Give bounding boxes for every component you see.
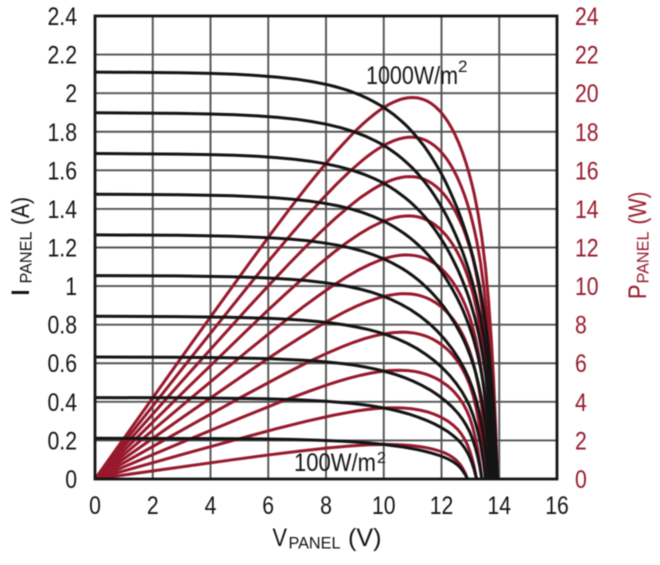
svg-text:PANEL: PANEL [289, 534, 341, 553]
svg-text:10: 10 [575, 273, 599, 301]
svg-text:1.8: 1.8 [48, 119, 78, 147]
svg-text:0: 0 [89, 492, 101, 520]
svg-text:PANEL: PANEL [16, 232, 35, 284]
svg-text:0: 0 [65, 466, 77, 494]
svg-text:1.6: 1.6 [48, 157, 78, 185]
svg-text:0: 0 [575, 466, 587, 494]
svg-text:0.2: 0.2 [48, 427, 78, 455]
svg-text:V: V [273, 524, 288, 552]
svg-text:14: 14 [487, 492, 511, 520]
svg-text:2.4: 2.4 [48, 3, 78, 31]
svg-text:24: 24 [575, 3, 599, 31]
svg-text:14: 14 [575, 196, 599, 224]
svg-text:1: 1 [65, 273, 77, 301]
svg-text:12: 12 [430, 492, 454, 520]
svg-text:20: 20 [575, 80, 599, 108]
svg-text:8: 8 [320, 492, 332, 520]
svg-text:I: I [7, 288, 35, 297]
svg-text:2.2: 2.2 [48, 42, 78, 70]
svg-text:6: 6 [262, 492, 274, 520]
svg-text:6: 6 [575, 350, 587, 378]
svg-text:2: 2 [65, 80, 77, 108]
svg-text:100W/m: 100W/m [294, 449, 376, 477]
svg-text:0.4: 0.4 [48, 389, 78, 417]
svg-text:18: 18 [575, 119, 599, 147]
svg-text:16: 16 [545, 492, 569, 520]
svg-text:8: 8 [575, 312, 587, 340]
svg-text:0.6: 0.6 [48, 350, 78, 378]
svg-text:16: 16 [575, 157, 599, 185]
svg-text:2: 2 [575, 427, 587, 455]
svg-text:(A): (A) [7, 197, 35, 225]
svg-text:P: P [624, 285, 652, 300]
svg-text:4: 4 [575, 389, 587, 417]
svg-text:1.2: 1.2 [48, 235, 78, 263]
svg-text:(W): (W) [624, 192, 652, 225]
svg-text:10: 10 [372, 492, 396, 520]
svg-text:1.4: 1.4 [48, 196, 78, 224]
svg-text:2: 2 [377, 450, 386, 467]
svg-text:22: 22 [575, 42, 599, 70]
svg-text:(V): (V) [348, 524, 382, 552]
svg-text:PANEL: PANEL [634, 232, 653, 284]
svg-text:2: 2 [458, 57, 467, 76]
svg-text:4: 4 [205, 492, 217, 520]
svg-text:1000W/m: 1000W/m [366, 62, 458, 90]
svg-text:2: 2 [147, 492, 159, 520]
svg-text:0.8: 0.8 [48, 312, 78, 340]
svg-text:12: 12 [575, 235, 599, 263]
